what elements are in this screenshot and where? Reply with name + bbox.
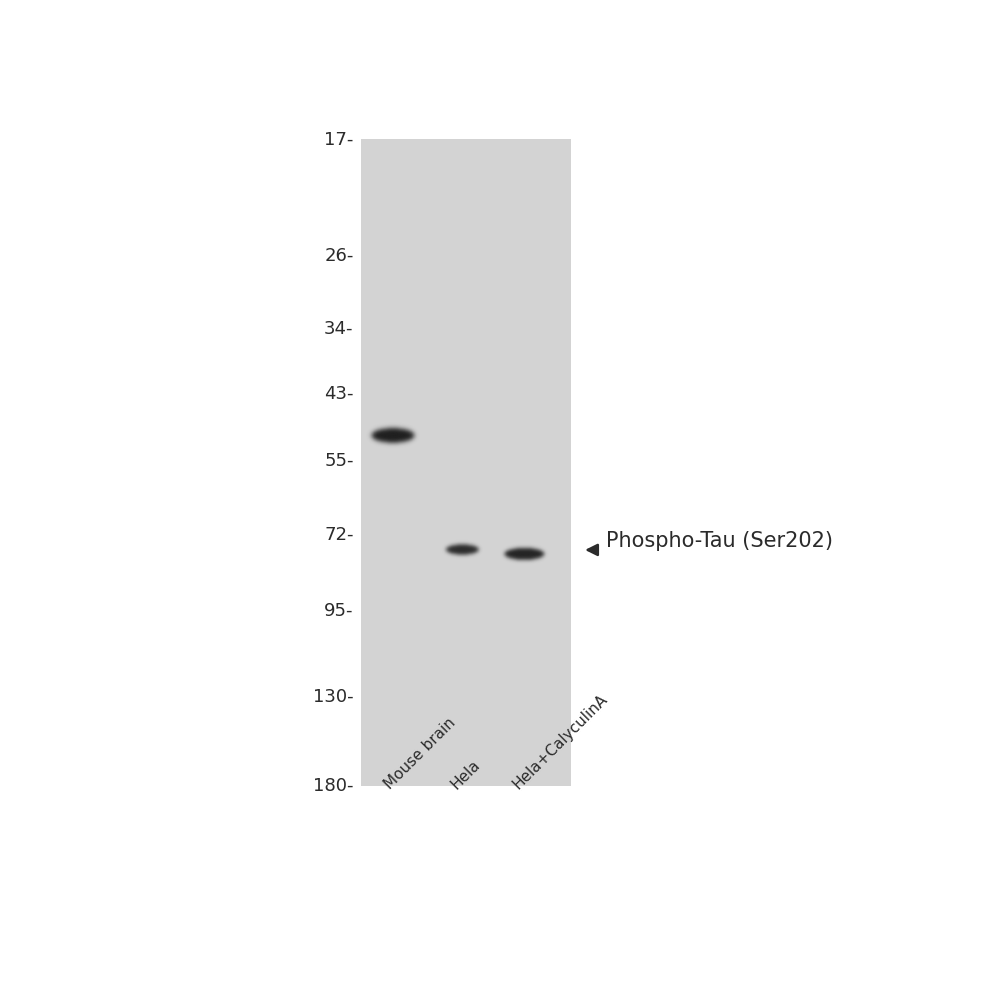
- Text: 130-: 130-: [313, 688, 354, 706]
- Text: Phospho-Tau (Ser202): Phospho-Tau (Ser202): [606, 531, 832, 551]
- Text: Hela: Hela: [448, 757, 483, 792]
- Text: 180-: 180-: [313, 777, 354, 795]
- Text: 43-: 43-: [324, 385, 354, 403]
- Text: 34-: 34-: [324, 320, 354, 338]
- Bar: [361, 139, 571, 786]
- Text: Hela+CalyculinA: Hela+CalyculinA: [510, 692, 610, 792]
- Text: 26-: 26-: [324, 247, 354, 265]
- Text: Mouse brain: Mouse brain: [382, 715, 459, 792]
- Text: 55-: 55-: [324, 452, 354, 470]
- Text: 95-: 95-: [324, 602, 354, 620]
- Text: 17-: 17-: [324, 131, 354, 149]
- Text: 72-: 72-: [324, 526, 354, 544]
